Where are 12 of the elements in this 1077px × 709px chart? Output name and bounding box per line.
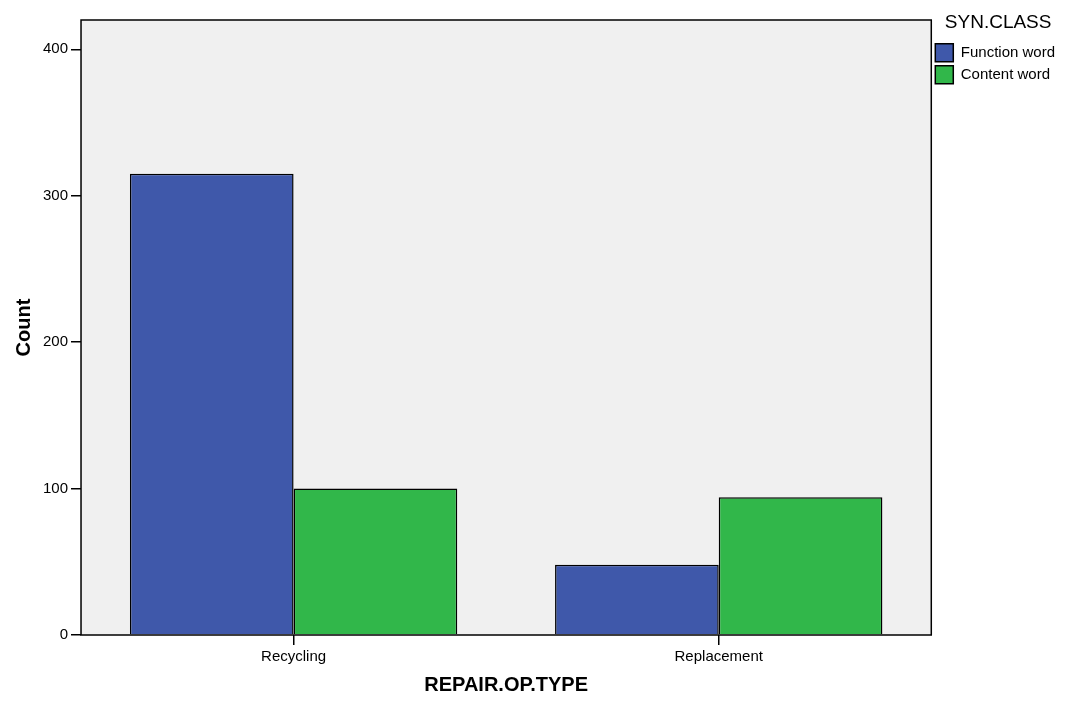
x-tick-label: Recycling <box>261 647 327 665</box>
legend-label: Function word <box>960 42 1056 60</box>
y-tick-label: 0 <box>59 625 69 643</box>
y-tick-label: 300 <box>43 185 69 203</box>
x-tick-label: Replacement <box>674 647 764 665</box>
y-tick-label: 200 <box>43 332 69 350</box>
x-axis-title: REPAIR.OP.TYPE <box>424 672 589 695</box>
y-tick-label: 400 <box>43 39 69 57</box>
legend-title: SYN.CLASS <box>944 10 1052 32</box>
legend-label: Content word <box>960 64 1051 82</box>
y-axis-title: Count <box>11 298 34 357</box>
y-tick-label: 100 <box>43 478 69 496</box>
